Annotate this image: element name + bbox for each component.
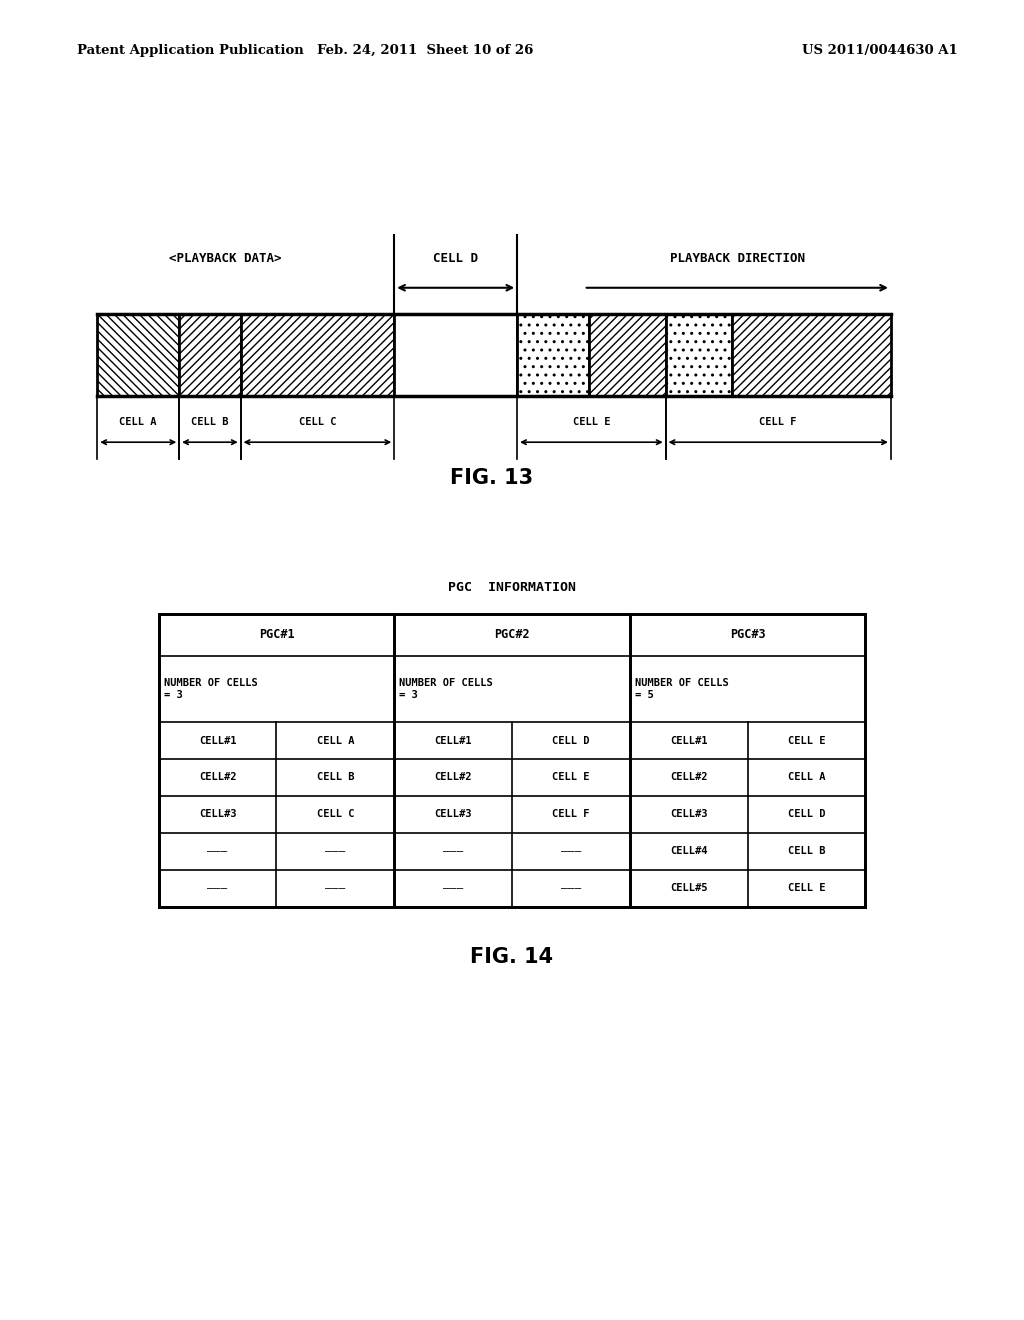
- Text: PGC  INFORMATION: PGC INFORMATION: [449, 581, 575, 594]
- Text: ———: ———: [208, 883, 227, 894]
- Text: CELL E: CELL E: [552, 772, 590, 783]
- Text: Patent Application Publication: Patent Application Publication: [77, 44, 303, 57]
- Bar: [159, 614, 865, 907]
- Text: CELL#1: CELL#1: [199, 735, 237, 746]
- Text: CELL B: CELL B: [787, 846, 825, 857]
- Text: CELL D: CELL D: [787, 809, 825, 820]
- Bar: [517, 314, 589, 396]
- Text: FIG. 13: FIG. 13: [450, 467, 534, 488]
- Text: CELL A: CELL A: [120, 417, 157, 428]
- Text: PGC#2: PGC#2: [495, 628, 529, 642]
- Text: CELL#5: CELL#5: [670, 883, 708, 894]
- Bar: [179, 314, 241, 396]
- Text: CELL D: CELL D: [433, 252, 478, 265]
- Text: CELL#3: CELL#3: [199, 809, 237, 820]
- Text: CELL E: CELL E: [572, 417, 610, 428]
- Text: CELL C: CELL C: [316, 809, 354, 820]
- Text: PGC#1: PGC#1: [259, 628, 294, 642]
- Text: ———: ———: [326, 846, 345, 857]
- Text: CELL#2: CELL#2: [434, 772, 472, 783]
- Bar: [394, 314, 517, 396]
- Text: CELL#1: CELL#1: [670, 735, 708, 746]
- Text: ———: ———: [326, 883, 345, 894]
- Text: CELL A: CELL A: [316, 735, 354, 746]
- Text: NUMBER OF CELLS
= 3: NUMBER OF CELLS = 3: [164, 678, 258, 700]
- Text: CELL B: CELL B: [191, 417, 228, 428]
- Bar: [666, 314, 732, 396]
- Text: ———: ———: [561, 846, 581, 857]
- Text: US 2011/0044630 A1: US 2011/0044630 A1: [802, 44, 957, 57]
- Text: CELL F: CELL F: [760, 417, 797, 428]
- Text: ———: ———: [443, 846, 463, 857]
- Text: CELL C: CELL C: [299, 417, 336, 428]
- Text: NUMBER OF CELLS
= 3: NUMBER OF CELLS = 3: [399, 678, 494, 700]
- Text: CELL#1: CELL#1: [434, 735, 472, 746]
- Text: NUMBER OF CELLS
= 5: NUMBER OF CELLS = 5: [635, 678, 729, 700]
- Bar: [589, 314, 666, 396]
- Text: CELL#2: CELL#2: [199, 772, 237, 783]
- Text: PGC#3: PGC#3: [730, 628, 765, 642]
- Text: ———: ———: [561, 883, 581, 894]
- Text: CELL F: CELL F: [552, 809, 590, 820]
- Text: CELL#2: CELL#2: [670, 772, 708, 783]
- Text: PLAYBACK DIRECTION: PLAYBACK DIRECTION: [670, 252, 805, 265]
- Text: CELL B: CELL B: [316, 772, 354, 783]
- Text: CELL D: CELL D: [552, 735, 590, 746]
- Text: CELL#3: CELL#3: [434, 809, 472, 820]
- Text: CELL E: CELL E: [787, 735, 825, 746]
- Text: CELL#4: CELL#4: [670, 846, 708, 857]
- Text: ———: ———: [443, 883, 463, 894]
- Text: ———: ———: [208, 846, 227, 857]
- Bar: [97, 314, 179, 396]
- Bar: [241, 314, 394, 396]
- Text: CELL A: CELL A: [787, 772, 825, 783]
- Text: FIG. 14: FIG. 14: [470, 946, 554, 968]
- Bar: [732, 314, 891, 396]
- Text: CELL E: CELL E: [787, 883, 825, 894]
- Text: Feb. 24, 2011  Sheet 10 of 26: Feb. 24, 2011 Sheet 10 of 26: [316, 44, 534, 57]
- Text: CELL#3: CELL#3: [670, 809, 708, 820]
- Text: <PLAYBACK DATA>: <PLAYBACK DATA>: [169, 252, 282, 265]
